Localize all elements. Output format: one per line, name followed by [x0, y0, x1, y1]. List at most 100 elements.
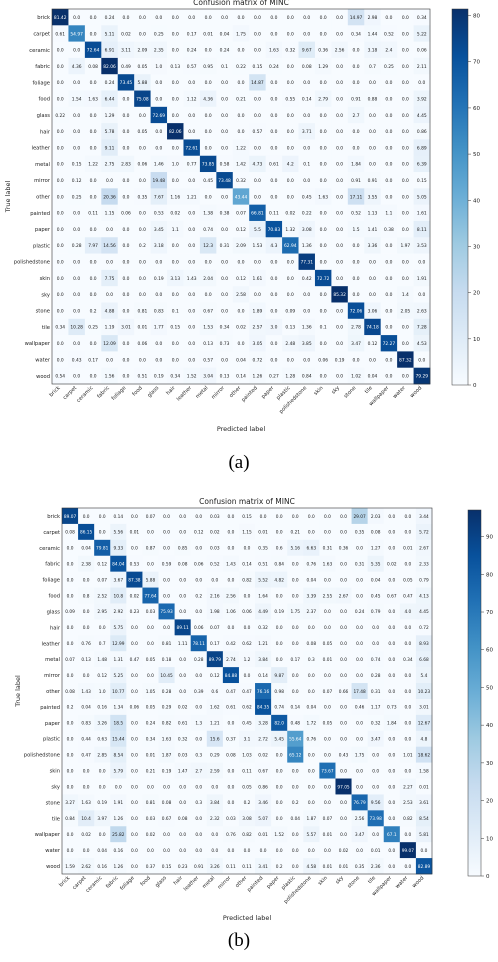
- cell-value: 0.0: [356, 768, 363, 774]
- matrix-cell: [134, 172, 151, 189]
- cell-value: 0.0: [340, 737, 347, 743]
- cell-value: 10.28: [70, 325, 83, 331]
- cell-value: 0.24: [105, 15, 115, 21]
- matrix-cell: [399, 826, 417, 843]
- matrix-cell: [167, 188, 184, 205]
- cell-value: 0.0: [139, 178, 146, 184]
- cell-value: 10.45: [160, 673, 173, 679]
- matrix-cell: [150, 155, 168, 173]
- matrix-cell: [126, 826, 143, 843]
- matrix-cell: [380, 74, 398, 91]
- cell-value: 0.0: [402, 162, 409, 168]
- cell-value: 0.03: [146, 609, 156, 615]
- matrix-cell: [232, 139, 250, 157]
- matrix-cell: [380, 139, 398, 157]
- matrix-cell: [287, 778, 304, 795]
- matrix-cell: [287, 555, 304, 572]
- matrix-cell: [134, 106, 151, 124]
- cell-value: 0.0: [188, 15, 195, 21]
- matrix-cell: [78, 619, 95, 636]
- matrix-cell: [335, 683, 352, 700]
- matrix-cell: [249, 351, 266, 368]
- matrix-cell: [314, 188, 332, 205]
- cell-value: 0.06: [194, 625, 204, 631]
- matrix-cell: [190, 587, 208, 604]
- matrix-cell: [347, 237, 365, 254]
- cell-value: 0.0: [227, 577, 234, 583]
- matrix-cell: [206, 587, 224, 604]
- cell-value: 5.88: [146, 577, 156, 583]
- matrix-cell: [94, 858, 111, 875]
- matrix-cell: [364, 155, 381, 173]
- cell-value: 0.0: [131, 832, 138, 838]
- matrix-cell: [331, 74, 349, 91]
- cell-value: 0.0: [179, 689, 186, 695]
- matrix-cell: [397, 172, 414, 189]
- cell-value: 0.0: [57, 80, 64, 86]
- matrix-cell: [351, 826, 368, 843]
- matrix-cell: [319, 603, 336, 620]
- matrix-cell: [134, 155, 151, 173]
- y-tick-label: plastic: [33, 243, 50, 249]
- cell-value: 0.0: [244, 546, 251, 552]
- cell-value: 0.31: [220, 243, 230, 249]
- matrix-cell: [265, 172, 283, 189]
- matrix-cell: [110, 714, 127, 732]
- cell-value: 0.0: [336, 64, 343, 70]
- cell-value: 0.0: [179, 514, 186, 520]
- cell-value: 0.0: [270, 276, 277, 282]
- matrix-cell: [399, 714, 417, 732]
- cell-value: 0.0: [99, 625, 106, 631]
- cell-value: 0.0: [163, 625, 170, 631]
- cell-value: 0.0: [90, 178, 97, 184]
- matrix-cell: [117, 74, 135, 91]
- chart-title: Confusion matrix of MINC: [199, 497, 295, 506]
- cell-value: 0.0: [287, 15, 294, 21]
- x-tick-label: fabric: [96, 385, 111, 400]
- cell-value: 0.24: [269, 64, 279, 70]
- matrix-cell: [150, 286, 168, 303]
- x-tick-label: metal: [195, 385, 210, 400]
- cell-value: 84.35: [257, 705, 270, 711]
- matrix-cell: [298, 188, 316, 205]
- cell-value: 0.0: [404, 641, 411, 647]
- cell-value: 1.11: [178, 641, 188, 647]
- cell-value: 0.0: [270, 113, 277, 119]
- cell-value: 0.0: [155, 129, 162, 135]
- cell-value: 0.76: [226, 832, 236, 838]
- matrix-cell: [199, 9, 217, 26]
- matrix-cell: [399, 555, 417, 572]
- matrix-cell: [174, 603, 191, 620]
- cell-value: 8.54: [114, 752, 124, 758]
- cell-value: 0.0: [404, 625, 411, 631]
- matrix-cell: [126, 539, 143, 557]
- cell-value: 0.02: [387, 561, 397, 567]
- matrix-cell: [319, 698, 336, 716]
- matrix-cell: [216, 220, 234, 238]
- cell-value: 1.34: [114, 705, 124, 711]
- cell-value: 0.07: [236, 211, 246, 217]
- cell-value: 0.01: [403, 546, 413, 552]
- x-tick-label: water: [392, 385, 407, 400]
- matrix-cell: [84, 351, 102, 368]
- cell-value: 0.14: [114, 514, 124, 520]
- matrix-cell: [216, 269, 234, 287]
- x-tick-label: hair: [173, 875, 185, 887]
- cell-value: 77.31: [300, 260, 313, 266]
- cell-value: 1.63: [323, 561, 333, 567]
- cell-value: 0.74: [274, 705, 284, 711]
- cell-value: 0.0: [57, 227, 64, 233]
- cell-value: 0.34: [220, 325, 230, 331]
- matrix-cell: [319, 778, 336, 795]
- matrix-cell: [117, 220, 135, 238]
- cell-value: 73.48: [218, 178, 231, 184]
- matrix-cell: [351, 810, 368, 827]
- matrix-cell: [238, 587, 256, 604]
- matrix-cell: [101, 253, 119, 271]
- cell-value: 0.0: [276, 816, 283, 822]
- matrix-cell: [110, 651, 127, 668]
- matrix-cell: [167, 351, 184, 368]
- cell-value: 6.68: [419, 657, 429, 663]
- cell-value: 0.12: [72, 178, 82, 184]
- matrix-cell: [265, 237, 283, 254]
